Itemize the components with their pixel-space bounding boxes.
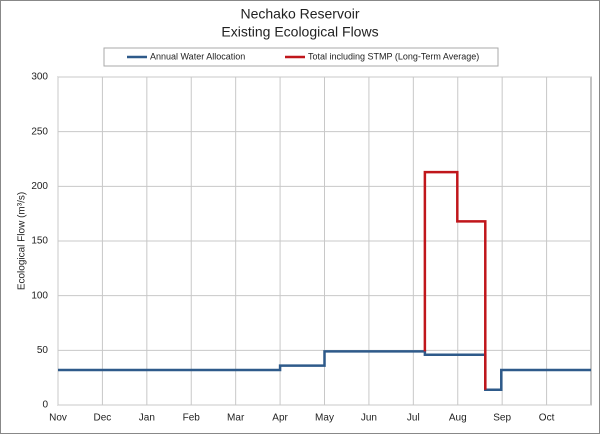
y-tick-label: 100 <box>31 290 48 301</box>
x-tick-label: Feb <box>183 413 201 424</box>
y-tick-label: 300 <box>31 72 48 83</box>
y-tick-label: 200 <box>31 181 48 192</box>
series-line <box>58 350 591 391</box>
x-tick-label: Mar <box>227 413 245 424</box>
legend-label: Total including STMP (Long-Term Average) <box>308 51 479 61</box>
y-tick-label: 250 <box>31 126 48 137</box>
chart-subtitle: Existing Ecological Flows <box>221 24 378 40</box>
y-tick-label: 0 <box>42 400 48 411</box>
x-tick-label: Aug <box>449 413 467 424</box>
y-axis-label: Ecological Flow (m³/s) <box>17 192 28 290</box>
x-tick-label: May <box>315 413 334 424</box>
legend-label: Annual Water Allocation <box>150 51 245 61</box>
y-tick-label: 150 <box>31 236 48 247</box>
x-tick-label: Sep <box>493 413 511 424</box>
y-tick-label: 50 <box>37 345 49 356</box>
chart-title: Nechako Reservoir <box>240 6 359 22</box>
x-tick-label: Jul <box>407 413 420 424</box>
x-tick-label: Dec <box>94 413 112 424</box>
x-tick-label: Nov <box>49 413 67 424</box>
x-tick-label: Oct <box>539 413 555 424</box>
x-tick-label: Jan <box>139 413 155 424</box>
x-tick-label: Jun <box>361 413 377 424</box>
series-line <box>423 170 487 390</box>
x-tick-label: Apr <box>272 413 288 424</box>
